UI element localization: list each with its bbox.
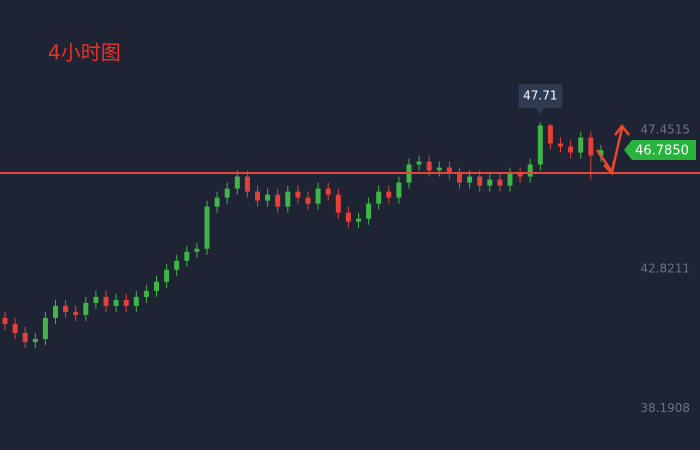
candle-body [457, 173, 462, 183]
candle-body [164, 269, 170, 282]
candle-body [507, 173, 513, 186]
y-tick-label: 42.8211 [640, 262, 690, 276]
candle-body [174, 260, 180, 270]
candle-body [325, 188, 331, 195]
candle-body [83, 302, 89, 315]
candle-body [487, 179, 493, 186]
candle-body [305, 197, 311, 204]
y-tick-label: 47.4515 [640, 122, 690, 136]
candle-body [598, 149, 604, 156]
candle-body [63, 305, 69, 312]
candle-body [103, 296, 109, 306]
candle-body [154, 281, 159, 291]
candle-body [477, 176, 483, 186]
candle-body [93, 296, 99, 303]
y-tick-label: 38.1908 [640, 401, 690, 415]
candle-body [113, 299, 119, 306]
chart-title: 4小时图 [48, 41, 121, 65]
candle-body [547, 125, 553, 144]
candle-body [295, 191, 301, 198]
candle-body [275, 194, 281, 207]
candle-body [578, 137, 584, 153]
projection-arrowhead [614, 123, 630, 136]
candle-body [255, 191, 260, 201]
candle-body [436, 167, 442, 171]
candle-body [42, 317, 48, 340]
candle-body [497, 179, 503, 186]
candle-body [446, 167, 452, 174]
candle-body [335, 194, 341, 213]
candle-body [143, 290, 149, 297]
projection-arrowhead [603, 160, 616, 176]
candle-body [588, 137, 594, 156]
high-annotation: 47.71 [523, 89, 557, 103]
candle-body [376, 191, 382, 204]
candle-body [426, 161, 432, 171]
last-price-box [624, 139, 696, 160]
candle-body [356, 218, 361, 222]
candle-body [2, 317, 8, 324]
candle-body [204, 206, 210, 249]
candle-body [234, 176, 240, 189]
candle-body [194, 248, 200, 252]
candle-body [133, 296, 139, 306]
annotation-box [518, 84, 563, 115]
candle-body [12, 323, 18, 333]
candle-body [527, 164, 533, 177]
candle-body [214, 197, 220, 207]
candle-body [315, 188, 321, 204]
candle-body [22, 332, 28, 343]
last-price-label: 46.7850 [635, 143, 689, 158]
candle-body [568, 146, 574, 153]
candle-body [396, 182, 402, 198]
candle-body [467, 176, 473, 183]
candle-body [123, 299, 129, 306]
candle-body [244, 176, 250, 192]
candle-body [386, 191, 392, 198]
candle-body [53, 305, 58, 318]
candle-body [184, 251, 190, 261]
candle-body [265, 194, 271, 201]
candle-body [537, 125, 543, 165]
candle-body [224, 188, 230, 198]
candle-body [32, 339, 38, 343]
candle-body [517, 173, 523, 177]
candle-body [366, 203, 372, 219]
candle-body [416, 161, 422, 165]
candle-body [73, 311, 79, 315]
candle-body [285, 191, 291, 207]
candle-body [558, 143, 563, 147]
candle-body [345, 212, 351, 222]
